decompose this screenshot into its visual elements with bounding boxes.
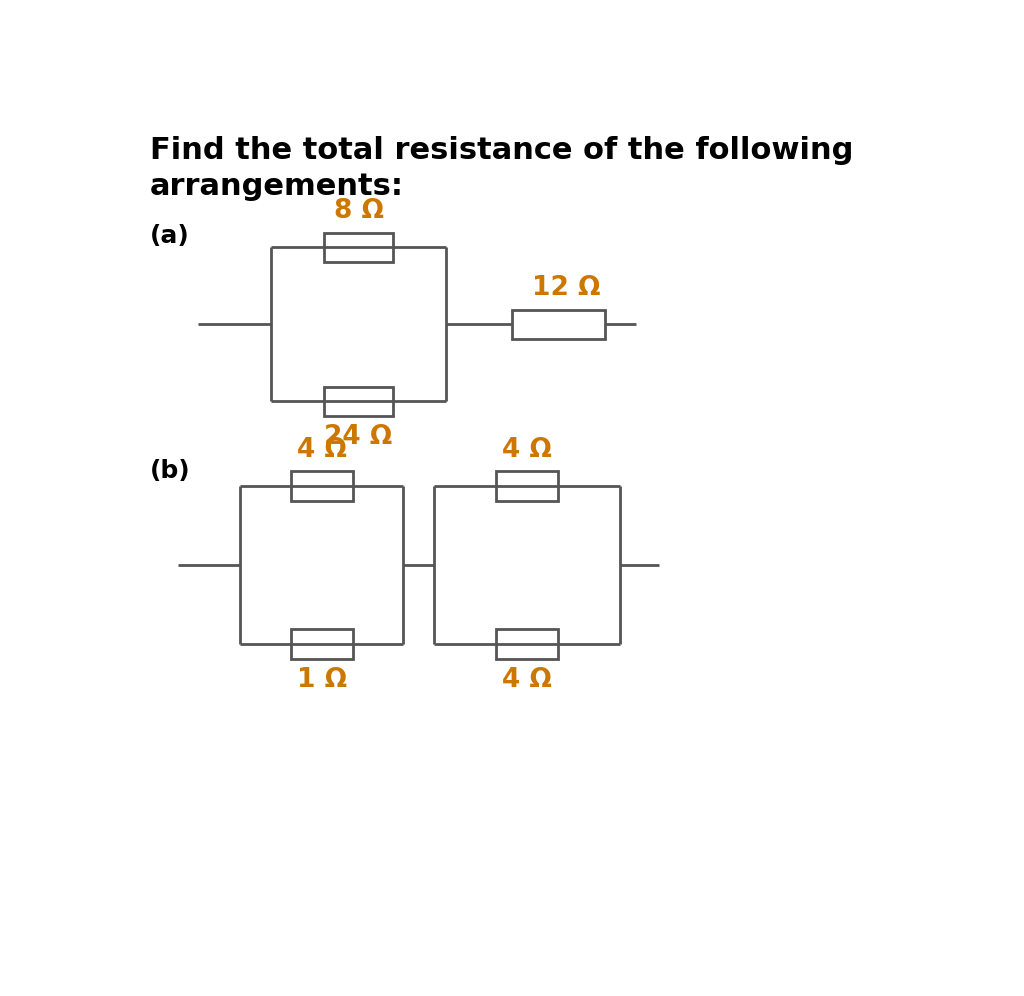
Bar: [512, 310, 604, 339]
Text: 24 Ω: 24 Ω: [325, 424, 392, 450]
Text: (b): (b): [150, 459, 190, 483]
Bar: [496, 471, 558, 501]
Bar: [291, 629, 352, 658]
Text: (a): (a): [150, 224, 189, 248]
Text: 1 Ω: 1 Ω: [297, 667, 347, 693]
Bar: [324, 233, 393, 262]
Text: arrangements:: arrangements:: [150, 172, 403, 201]
Text: 12 Ω: 12 Ω: [531, 275, 600, 301]
Text: 4 Ω: 4 Ω: [502, 667, 552, 693]
Text: 8 Ω: 8 Ω: [334, 198, 384, 224]
Text: Find the total resistance of the following: Find the total resistance of the followi…: [150, 135, 853, 164]
Text: 4 Ω: 4 Ω: [502, 437, 552, 463]
Bar: [291, 471, 352, 501]
Text: 4 Ω: 4 Ω: [297, 437, 347, 463]
Bar: [496, 629, 558, 658]
Bar: [324, 386, 393, 416]
